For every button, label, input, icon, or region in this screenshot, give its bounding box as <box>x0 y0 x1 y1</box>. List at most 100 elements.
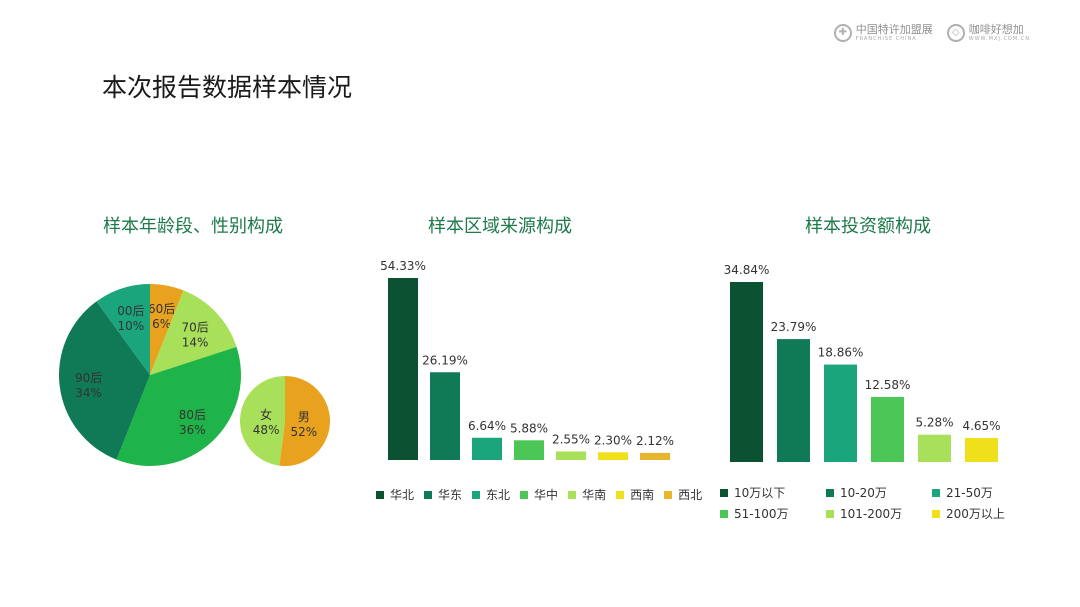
pie1-slice-0 <box>279 376 330 466</box>
bar3-value-label-3: 12.58% <box>865 378 911 392</box>
pie0-slice-4 <box>96 284 150 375</box>
bar2-bar-5 <box>598 452 628 460</box>
pie1-category-label-1: 女 <box>260 407 272 422</box>
pie0-category-label-3: 90后 <box>75 371 102 385</box>
bar3-bar-5 <box>965 437 998 462</box>
region-title: 样本区域来源构成 <box>428 216 572 237</box>
legend3-swatch-3 <box>720 509 728 518</box>
pie0-slice-1 <box>150 290 237 375</box>
logo-area: ✚ 中国特许加盟展 FRANCHISE CHINA ◇ 咖啡好想加 WWW.MX… <box>833 23 1030 42</box>
legend2-label-3: 华中 <box>534 488 559 502</box>
pie1-slice-1 <box>239 376 285 466</box>
bar3-value-label-2: 18.86% <box>818 346 864 360</box>
bar3-value-label-1: 23.79% <box>771 320 817 334</box>
bar2-bar-2 <box>472 437 502 460</box>
bar2-bar-0 <box>388 278 418 460</box>
bar2-value-label-5: 2.30% <box>594 433 632 447</box>
legend2-label-0: 华北 <box>390 488 415 502</box>
legend2-swatch-2 <box>472 490 481 499</box>
legend2-item-0: 华北 <box>376 486 414 503</box>
investment-legend: 10万以下 10-20万 21-50万 51-100万 101-200万 200万以上 <box>720 484 1028 522</box>
legend3-label-0: 10万以下 <box>734 486 786 500</box>
legend3-label-1: 10-20万 <box>840 486 887 500</box>
legend2-swatch-3 <box>520 490 529 499</box>
bar3-bar-0 <box>730 282 763 462</box>
investment-title: 样本投资额构成 <box>805 216 931 237</box>
legend3-item-2: 21-50万 <box>932 484 1028 501</box>
region-legend: 华北 华东 东北 华中 华南 西南 西北 <box>376 486 702 503</box>
legend3-label-3: 51-100万 <box>734 507 789 521</box>
pie0-category-label-0: 60后 <box>148 302 175 316</box>
pie0-value-label-1: 14% <box>182 336 209 350</box>
legend3-swatch-1 <box>826 488 834 497</box>
legend3-label-2: 21-50万 <box>946 486 993 500</box>
pie0-category-label-1: 70后 <box>181 321 208 335</box>
legend2-swatch-1 <box>424 490 433 499</box>
pie0-value-label-3: 34% <box>75 386 102 400</box>
bar3-bar-1 <box>777 339 810 462</box>
page-title: 本次报告数据样本情况 <box>102 73 353 102</box>
legend2-label-2: 东北 <box>486 488 511 502</box>
pie0-slice-0 <box>150 284 184 375</box>
legend3-swatch-2 <box>932 488 940 497</box>
legend2-label-5: 西南 <box>630 488 655 502</box>
legend2-item-5: 西南 <box>616 486 654 503</box>
logo2-en: WWW.MXJ.COM.CN <box>968 36 1030 42</box>
bar2-value-label-2: 6.64% <box>468 419 506 433</box>
legend3-swatch-5 <box>932 509 940 518</box>
bar2-value-label-6: 2.12% <box>636 434 674 448</box>
legend3-item-1: 10-20万 <box>826 484 922 501</box>
legend2-swatch-0 <box>376 490 384 499</box>
bar2-value-label-3: 5.88% <box>510 421 548 435</box>
pie0-slice-3 <box>59 301 150 460</box>
pie0-slice-2 <box>116 346 242 467</box>
bar3-bar-4 <box>918 434 951 462</box>
logo2-cn: 咖啡好想加 <box>968 23 1024 36</box>
bar2-bar-3 <box>514 440 544 460</box>
bar3-value-label-5: 4.65% <box>962 419 1000 433</box>
legend3-label-5: 200万以上 <box>946 507 1005 521</box>
pie1-value-label-1: 48% <box>253 423 280 437</box>
legend2-item-2: 东北 <box>472 486 510 503</box>
legend2-item-3: 华中 <box>520 486 558 503</box>
logo1-en: FRANCHISE CHINA <box>855 36 917 42</box>
pie0-value-label-0: 6% <box>152 317 171 331</box>
bar3-bar-3 <box>871 397 904 462</box>
legend2-swatch-6 <box>664 490 673 499</box>
legend3-item-0: 10万以下 <box>720 484 816 501</box>
age-gender-title: 样本年龄段、性别构成 <box>103 216 283 237</box>
legend3-item-4: 101-200万 <box>826 505 922 522</box>
franchise-logo-icon: ✚ <box>833 24 852 42</box>
pie0-value-label-4: 10% <box>118 319 145 333</box>
logo1-cn: 中国特许加盟展 <box>855 23 933 36</box>
legend2-swatch-5 <box>616 490 625 499</box>
legend2-item-4: 华南 <box>568 486 606 503</box>
pie0-value-label-2: 36% <box>179 423 206 437</box>
bar2-bar-1 <box>430 372 460 460</box>
bar3-value-label-0: 34.84% <box>724 263 770 277</box>
bar2-value-label-1: 26.19% <box>422 353 468 367</box>
legend2-swatch-4 <box>568 490 577 499</box>
legend2-label-4: 华南 <box>582 488 607 502</box>
legend3-item-3: 51-100万 <box>720 505 816 522</box>
bar2-bar-6 <box>640 452 670 460</box>
legend2-label-6: 西北 <box>678 488 703 502</box>
pie0-category-label-4: 00后 <box>117 304 144 318</box>
franchise-china-logo: ✚ 中国特许加盟展 FRANCHISE CHINA <box>833 23 933 42</box>
bar3-bar-2 <box>824 364 857 462</box>
pie1-category-label-0: 男 <box>298 410 310 424</box>
legend3-swatch-4 <box>826 509 834 518</box>
legend3-swatch-0 <box>720 488 728 497</box>
legend2-item-6: 西北 <box>664 486 702 503</box>
pie1-value-label-0: 52% <box>291 425 318 439</box>
bar3-value-label-4: 5.28% <box>915 416 953 430</box>
pie0-category-label-2: 80后 <box>179 408 206 422</box>
mxj-logo-icon: ◇ <box>946 24 965 42</box>
legend2-item-1: 华东 <box>424 486 462 503</box>
legend2-label-1: 华东 <box>438 488 463 502</box>
legend3-item-5: 200万以上 <box>932 505 1028 522</box>
mxj-logo: ◇ 咖啡好想加 WWW.MXJ.COM.CN <box>946 23 1030 42</box>
bar2-bar-4 <box>556 451 586 460</box>
bar2-value-label-0: 54.33% <box>380 259 426 273</box>
